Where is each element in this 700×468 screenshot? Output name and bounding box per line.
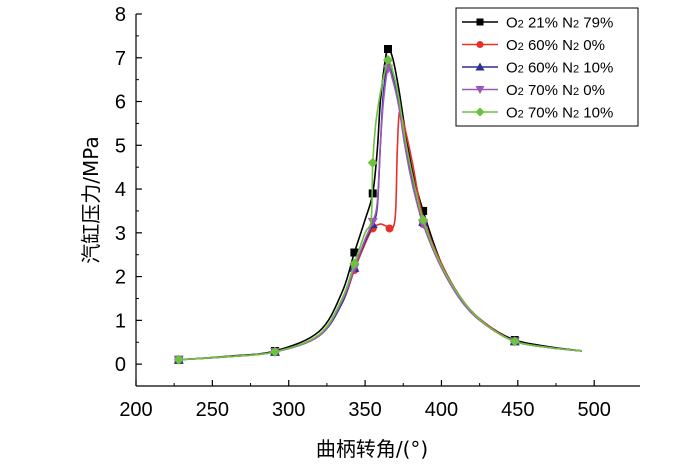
legend-text-part: O xyxy=(506,15,518,32)
legend-item: O2 21% N2 79% xyxy=(462,15,613,32)
x-tick-label: 500 xyxy=(577,399,610,421)
legend-text-part: 70% N xyxy=(524,82,573,99)
series-5 xyxy=(173,54,583,365)
series-2 xyxy=(174,111,583,364)
legend-label: O2 21% N2 79% xyxy=(506,15,613,32)
data-point xyxy=(367,217,378,227)
legend-marker xyxy=(475,62,485,71)
legend-item: O2 60% N2 10% xyxy=(462,60,613,77)
x-tick-label: 350 xyxy=(348,399,381,421)
legend-item: O2 60% N2 0% xyxy=(462,37,605,54)
legend-subscript: 2 xyxy=(573,19,579,31)
legend-subscript: 2 xyxy=(573,41,579,53)
x-tick-label: 450 xyxy=(501,399,534,421)
legend-text-part: 60% N xyxy=(524,60,573,77)
legend-marker xyxy=(476,41,484,48)
legend-text-part: 0% xyxy=(579,37,605,54)
legend-text-part: O xyxy=(506,37,518,54)
data-point xyxy=(367,157,378,168)
x-tick-label: 200 xyxy=(119,399,152,421)
axes: 200 250 300 350 400 450 500 0 1 2 3 4 5 6 7 8 曲柄转角/(°) 汽缸… xyxy=(79,4,640,461)
legend-text-part: 0% xyxy=(579,82,605,99)
legend: O2 21% N2 79%O2 60% N2 0%O2 60% N2 10%O2… xyxy=(455,7,639,127)
legend-subscript: 2 xyxy=(518,41,524,53)
data-point xyxy=(509,336,520,347)
y-tick-label: 3 xyxy=(115,223,126,245)
legend-text-part: O xyxy=(506,82,518,99)
legend-subscript: 2 xyxy=(518,19,524,31)
legend-label: O2 70% N2 10% xyxy=(506,105,613,122)
legend-text-part: 79% xyxy=(579,15,613,32)
data-point xyxy=(349,258,360,269)
data-point xyxy=(173,354,184,365)
legend-item: O2 70% N2 10% xyxy=(462,105,613,122)
legend-item: O2 70% N2 0% xyxy=(462,82,605,99)
y-tick-label: 4 xyxy=(115,179,126,201)
legend-subscript: 2 xyxy=(573,64,579,76)
series-layer xyxy=(173,45,583,365)
legend-marker xyxy=(475,86,485,94)
legend-subscript: 2 xyxy=(518,64,524,76)
legend-marker xyxy=(476,18,484,26)
y-tick-label: 7 xyxy=(115,48,126,70)
legend-text-part: 70% N xyxy=(524,105,573,122)
legend-label: O2 60% N2 10% xyxy=(506,60,613,77)
x-tick-label: 250 xyxy=(196,399,229,421)
legend-text-part: 10% xyxy=(579,105,613,122)
y-tick-label: 5 xyxy=(115,135,126,157)
legend-text-part: O xyxy=(506,60,518,77)
legend-subscript: 2 xyxy=(518,86,524,98)
legend-text-part: 60% N xyxy=(524,37,573,54)
data-point xyxy=(350,248,359,257)
legend-label: O2 60% N2 0% xyxy=(506,37,605,54)
y-tick-label: 6 xyxy=(115,92,126,114)
legend-label: O2 70% N2 0% xyxy=(506,82,605,99)
y-tick-label: 2 xyxy=(115,267,126,289)
data-point xyxy=(384,45,392,54)
y-tick-label: 1 xyxy=(115,310,126,332)
x-tick-label: 400 xyxy=(425,399,458,421)
legend-subscript: 2 xyxy=(518,109,524,121)
data-point xyxy=(383,54,393,65)
y-tick-label: 8 xyxy=(115,4,126,26)
y-axis-title: 汽缸压力/MPa xyxy=(79,136,103,263)
x-tick-label: 300 xyxy=(272,399,305,421)
legend-subscript: 2 xyxy=(573,109,579,121)
data-point xyxy=(269,346,280,357)
data-point xyxy=(418,214,429,225)
y-tick-label: 0 xyxy=(115,354,126,376)
legend-text-part: O xyxy=(506,105,518,122)
data-point xyxy=(385,224,394,233)
legend-marker xyxy=(475,107,485,117)
data-point xyxy=(419,206,428,215)
legend-text-part: 21% N xyxy=(524,15,573,32)
legend-text-part: 10% xyxy=(579,60,613,77)
legend-subscript: 2 xyxy=(573,86,579,98)
x-axis-title: 曲柄转角/(°) xyxy=(316,437,428,461)
